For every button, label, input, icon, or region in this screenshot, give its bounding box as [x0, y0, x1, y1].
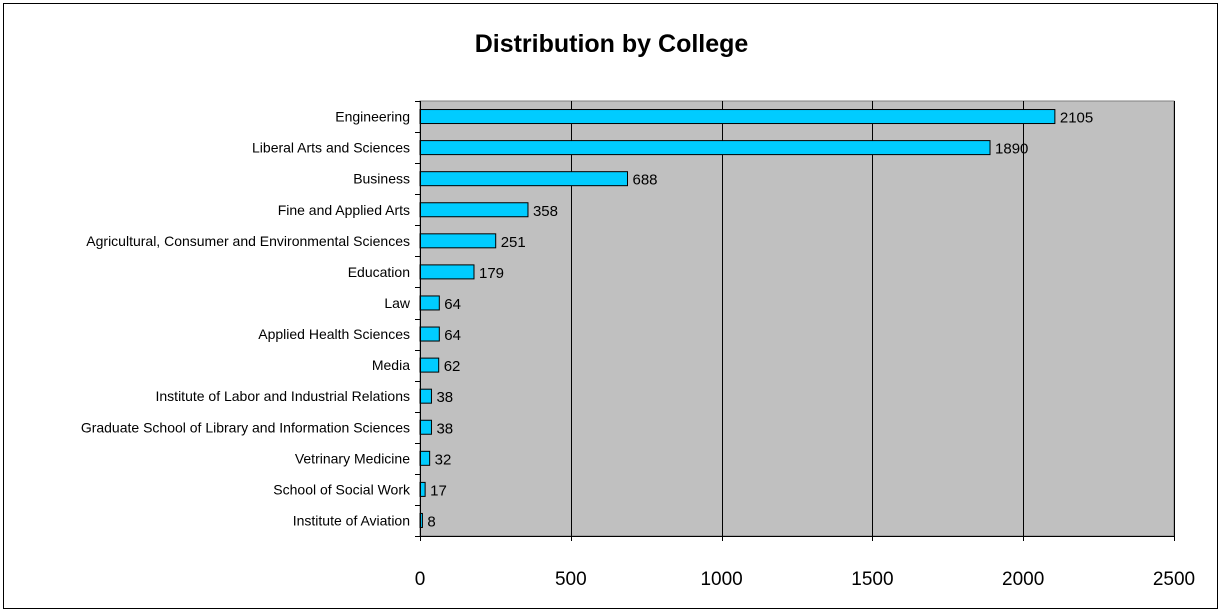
- bar: [420, 420, 431, 434]
- x-tick-label: 0: [415, 569, 426, 590]
- bar: [420, 389, 431, 403]
- category-label: Applied Health Sciences: [258, 326, 410, 342]
- data-label: 688: [633, 172, 658, 189]
- x-tick-label: 2500: [1153, 569, 1195, 590]
- x-tick-label: 2000: [1002, 569, 1044, 590]
- x-tick-labels: 0 500 1000 1500 2000 2500: [415, 569, 1195, 590]
- category-label: Education: [348, 264, 410, 280]
- category-label: Liberal Arts and Sciences: [252, 140, 410, 156]
- data-label: 32: [435, 451, 452, 468]
- category-label: Business: [353, 171, 410, 187]
- bar: [420, 172, 628, 186]
- data-label: 358: [533, 203, 558, 220]
- bar: [420, 141, 990, 155]
- bar: [420, 296, 439, 310]
- category-label: Vetrinary Medicine: [295, 450, 410, 466]
- bar: [420, 203, 528, 217]
- category-labels: Engineering Liberal Arts and Sciences Busi…: [81, 109, 411, 529]
- data-label: 64: [444, 296, 461, 313]
- data-label: 2105: [1060, 110, 1093, 127]
- data-label: 17: [430, 482, 447, 499]
- category-label: School of Social Work: [273, 481, 411, 497]
- x-tick-label: 1000: [700, 569, 742, 590]
- data-label: 251: [501, 234, 526, 251]
- bar: [420, 265, 474, 279]
- bar: [420, 451, 430, 465]
- bar: [420, 234, 496, 248]
- bar: [420, 327, 439, 341]
- data-label: 8: [427, 513, 435, 530]
- x-tick-label: 1500: [851, 569, 893, 590]
- category-label: Agricultural, Consumer and Environmental…: [86, 233, 410, 249]
- category-label: Law: [384, 295, 411, 311]
- category-label: Engineering: [335, 109, 410, 125]
- data-label: 1890: [995, 141, 1028, 158]
- data-label: 64: [444, 327, 461, 344]
- category-label: Institute of Labor and Industrial Relati…: [156, 388, 411, 404]
- category-label: Media: [372, 357, 410, 373]
- x-tick-label: 500: [555, 569, 587, 590]
- bar: [420, 110, 1055, 124]
- data-label: 38: [436, 389, 453, 406]
- data-label: 179: [479, 265, 504, 282]
- category-label: Institute of Aviation: [293, 512, 410, 528]
- category-label: Fine and Applied Arts: [278, 202, 410, 218]
- bar: [420, 358, 439, 372]
- plot-area: [420, 101, 1174, 536]
- data-label: 38: [436, 420, 453, 437]
- category-label: Graduate School of Library and Informati…: [81, 419, 410, 435]
- data-label: 62: [444, 358, 461, 375]
